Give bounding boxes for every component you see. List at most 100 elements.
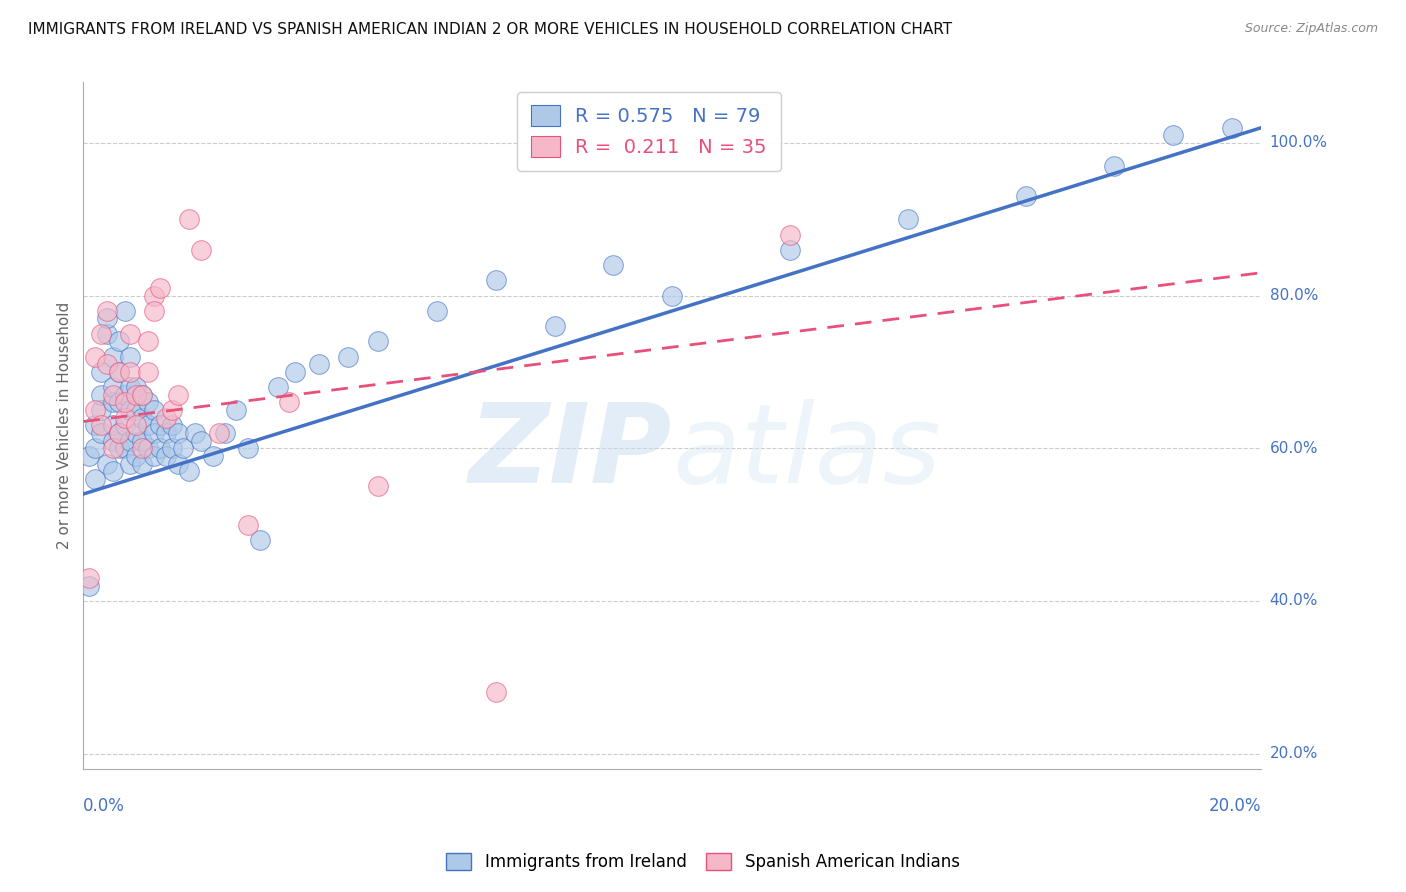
Point (184, 425, 207, 440)
Point (779, 227, 801, 242)
Text: 20.0%: 20.0% (1209, 797, 1261, 814)
Point (114, 410, 136, 425)
Point (101, 395, 124, 409)
Point (90, 425, 112, 440)
Point (84, 418, 107, 433)
Point (1161, 128, 1184, 143)
Point (131, 388, 153, 402)
Point (155, 425, 177, 440)
Point (143, 288, 166, 302)
Point (101, 380, 124, 394)
Point (179, 212, 201, 227)
Point (114, 395, 136, 409)
Point (143, 303, 166, 318)
Point (149, 442, 172, 456)
Text: IMMIGRANTS FROM IRELAND VS SPANISH AMERICAN INDIAN 2 OR MORE VEHICLES IN HOUSEHO: IMMIGRANTS FROM IRELAND VS SPANISH AMERI… (28, 22, 952, 37)
Point (84, 350, 107, 364)
Point (249, 533, 271, 547)
Point (190, 434, 212, 448)
Point (136, 418, 159, 433)
Point (266, 380, 288, 394)
Point (120, 380, 142, 394)
Point (107, 365, 129, 379)
Point (101, 418, 124, 433)
Point (238, 442, 260, 456)
Point (897, 212, 920, 227)
Text: 0.0%: 0.0% (83, 797, 125, 814)
Legend: R = 0.575   N = 79, R =  0.211   N = 35: R = 0.575 N = 79, R = 0.211 N = 35 (517, 92, 780, 171)
Point (84, 442, 107, 456)
Point (84, 472, 107, 486)
Point (543, 319, 565, 334)
Point (426, 303, 449, 318)
Point (125, 418, 148, 433)
Point (485, 273, 508, 287)
Point (337, 350, 360, 364)
Point (125, 403, 148, 417)
Point (143, 425, 166, 440)
Point (779, 243, 801, 257)
Point (602, 258, 624, 272)
Point (84, 403, 107, 417)
Point (114, 418, 136, 433)
Point (90, 326, 112, 341)
Point (278, 395, 301, 409)
Point (149, 281, 172, 295)
Y-axis label: 2 or more Vehicles in Household: 2 or more Vehicles in Household (58, 301, 72, 549)
Point (160, 442, 183, 456)
Point (136, 442, 159, 456)
Point (661, 288, 683, 302)
Point (96, 303, 118, 318)
Point (77, 449, 100, 463)
Text: 100.0%: 100.0% (1270, 136, 1327, 151)
Point (160, 418, 183, 433)
Point (96, 457, 118, 471)
Point (101, 350, 124, 364)
Point (367, 334, 389, 349)
Text: Source: ZipAtlas.com: Source: ZipAtlas.com (1244, 22, 1378, 36)
Point (101, 388, 124, 402)
Point (107, 425, 129, 440)
Point (125, 425, 148, 440)
Point (90, 418, 112, 433)
Point (90, 365, 112, 379)
Point (367, 479, 389, 493)
Point (214, 425, 236, 440)
Point (77, 571, 100, 585)
Point (131, 434, 153, 448)
Point (120, 457, 142, 471)
Point (114, 303, 136, 318)
Legend: Immigrants from Ireland, Spanish American Indians: Immigrants from Ireland, Spanish America… (437, 845, 969, 880)
Point (120, 365, 142, 379)
Point (238, 517, 260, 532)
Point (136, 365, 159, 379)
Point (179, 464, 201, 478)
Point (208, 425, 231, 440)
Point (90, 388, 112, 402)
Point (90, 403, 112, 417)
Point (1220, 120, 1243, 135)
Point (120, 326, 142, 341)
Point (125, 388, 148, 402)
Point (1102, 159, 1125, 173)
Point (101, 464, 124, 478)
Point (120, 350, 142, 364)
Point (143, 449, 166, 463)
Text: 20.0%: 20.0% (1270, 746, 1317, 761)
Point (143, 403, 166, 417)
Point (166, 425, 188, 440)
Text: 40.0%: 40.0% (1270, 593, 1317, 608)
Point (190, 243, 212, 257)
Text: ZIP: ZIP (468, 400, 672, 507)
Point (107, 395, 129, 409)
Point (120, 403, 142, 417)
Point (149, 418, 172, 433)
Point (101, 434, 124, 448)
Point (166, 388, 188, 402)
Point (131, 442, 153, 456)
Point (1015, 189, 1038, 203)
Point (107, 365, 129, 379)
Text: 60.0%: 60.0% (1270, 441, 1319, 456)
Point (485, 685, 508, 699)
Point (172, 442, 194, 456)
